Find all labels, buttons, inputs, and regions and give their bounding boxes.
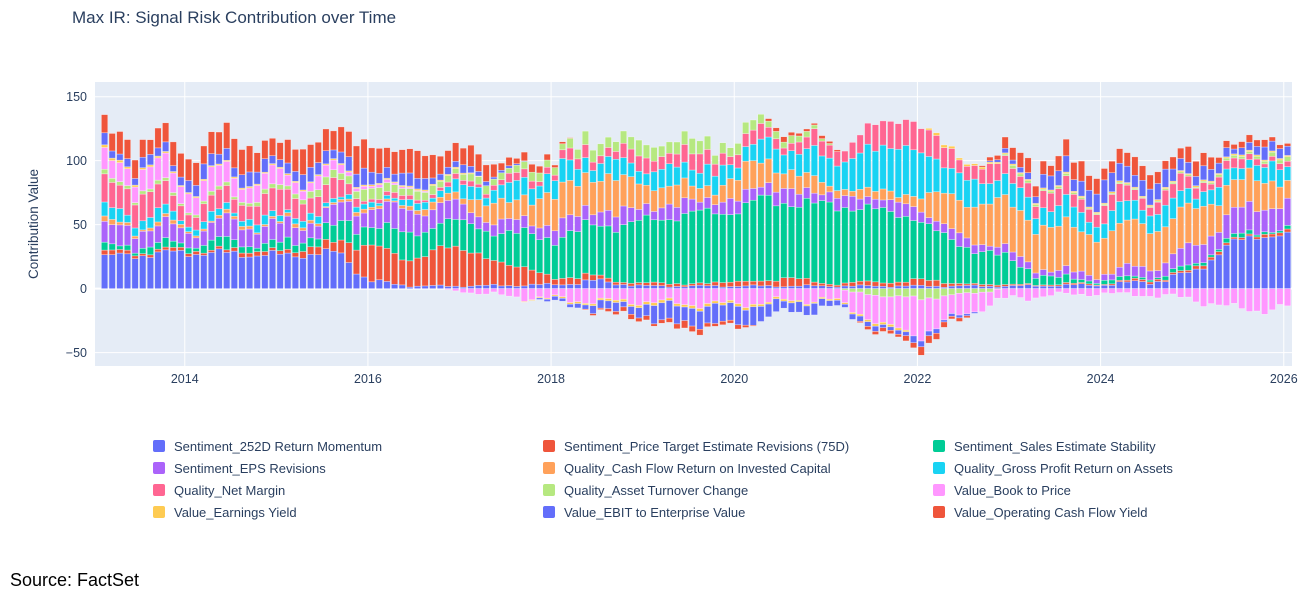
legend-item[interactable]: Sentiment_252D Return Momentum <box>153 435 543 457</box>
legend-label: Sentiment_252D Return Momentum <box>174 438 383 454</box>
legend-item[interactable]: Quality_Cash Flow Return on Invested Cap… <box>543 457 933 479</box>
stacked-bar-chart[interactable]: 150 100 50 0 −50 2014 2016 2018 2020 2022 2024 2026… <box>0 0 1315 410</box>
legend-label: Quality_Gross Profit Return on Assets <box>954 460 1173 476</box>
y-tick-label: 0 <box>80 282 87 296</box>
legend-item[interactable]: Value_EBIT to Enterprise Value <box>543 501 933 523</box>
legend-item[interactable]: Sentiment_EPS Revisions <box>153 457 543 479</box>
legend-item[interactable]: Quality_Net Margin <box>153 479 543 501</box>
legend-swatch <box>543 484 555 496</box>
legend-label: Quality_Asset Turnover Change <box>564 482 749 498</box>
x-tick-label: 2026 <box>1270 372 1298 386</box>
legend-swatch <box>933 440 945 452</box>
legend-label: Sentiment_EPS Revisions <box>174 460 326 476</box>
legend-swatch <box>153 440 165 452</box>
legend-label: Value_Book to Price <box>954 482 1071 498</box>
y-tick-label: −50 <box>66 346 87 360</box>
legend-swatch <box>933 484 945 496</box>
legend-label: Sentiment_Price Target Estimate Revision… <box>564 438 850 454</box>
legend-swatch <box>153 506 165 518</box>
legend-item[interactable]: Quality_Asset Turnover Change <box>543 479 933 501</box>
y-tick-label: 150 <box>66 90 87 104</box>
x-tick-label: 2018 <box>537 372 565 386</box>
legend-swatch <box>543 462 555 474</box>
legend-label: Quality_Net Margin <box>174 482 286 498</box>
legend-item[interactable]: Value_Earnings Yield <box>153 501 543 523</box>
x-tick-label: 2022 <box>904 372 932 386</box>
chart-legend: Sentiment_252D Return Momentum Sentiment_… <box>153 435 1315 523</box>
chart-title: Max IR: Signal Risk Contribution over Ti… <box>72 8 397 27</box>
legend-label: Value_Earnings Yield <box>174 504 297 520</box>
y-axis-title: Contribution Value <box>26 169 41 279</box>
y-tick-label: 100 <box>66 154 87 168</box>
x-tick-label: 2020 <box>720 372 748 386</box>
legend-label: Sentiment_Sales Estimate Stability <box>954 438 1156 454</box>
plot-area[interactable]: 150 100 50 0 −50 2014 2016 2018 2020 2022 2024 2026 <box>66 82 1298 386</box>
legend-swatch <box>933 506 945 518</box>
legend-label: Value_Operating Cash Flow Yield <box>954 504 1148 520</box>
legend-item[interactable]: Quality_Gross Profit Return on Assets <box>933 457 1315 479</box>
x-tick-label: 2014 <box>171 372 199 386</box>
legend-swatch <box>543 440 555 452</box>
legend-item[interactable]: Value_Book to Price <box>933 479 1315 501</box>
legend-swatch <box>933 462 945 474</box>
legend-label: Value_EBIT to Enterprise Value <box>564 504 746 520</box>
legend-item[interactable]: Sentiment_Sales Estimate Stability <box>933 435 1315 457</box>
bars-layer <box>101 113 1291 356</box>
source-note: Source: FactSet <box>10 570 140 590</box>
x-tick-label: 2024 <box>1087 372 1115 386</box>
legend-swatch <box>153 484 165 496</box>
legend-item[interactable]: Sentiment_Price Target Estimate Revision… <box>543 435 933 457</box>
legend-label: Quality_Cash Flow Return on Invested Cap… <box>564 460 831 476</box>
x-tick-label: 2016 <box>354 372 382 386</box>
legend-swatch <box>543 506 555 518</box>
y-tick-label: 50 <box>73 218 87 232</box>
legend-swatch <box>153 462 165 474</box>
legend-item[interactable]: Value_Operating Cash Flow Yield <box>933 501 1315 523</box>
